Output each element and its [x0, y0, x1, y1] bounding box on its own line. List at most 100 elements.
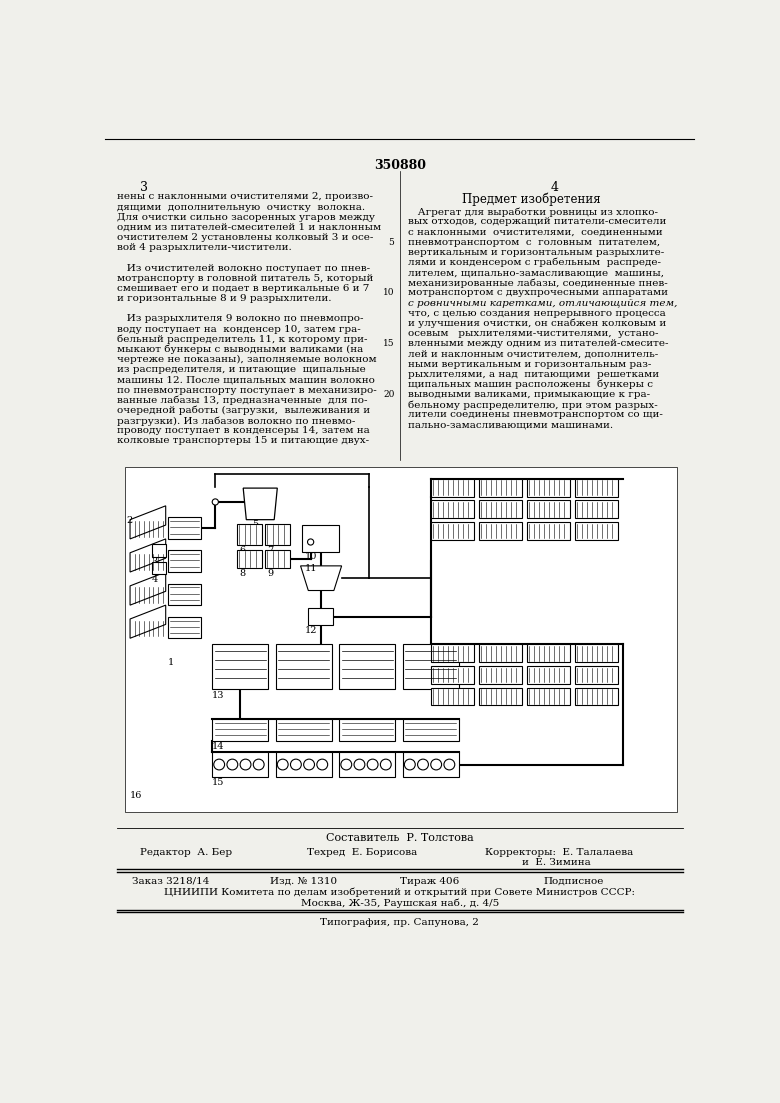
Text: 3: 3 [140, 181, 148, 194]
Circle shape [254, 759, 264, 770]
Circle shape [317, 759, 328, 770]
Text: Для очистки сильно засоренных угаров между: Для очистки сильно засоренных угаров меж… [117, 213, 375, 222]
Bar [575, 501, 619, 518]
Circle shape [240, 759, 251, 770]
Text: мотранспорту в головной питатель 5, который: мотранспорту в головной питатель 5, кото… [117, 274, 374, 282]
Bar [237, 524, 262, 545]
Text: 15: 15 [383, 340, 395, 349]
Text: колковые транспортеры 15 и питающие двух-: колковые транспортеры 15 и питающие двух… [117, 437, 369, 446]
Text: мотранспортом с двухпрочесными аппаратами: мотранспортом с двухпрочесными аппаратам… [407, 288, 668, 298]
Text: лями и конденсером с грабельным  распреде-: лями и конденсером с грабельным распреде… [407, 258, 661, 267]
Text: 15: 15 [212, 779, 225, 788]
Text: 1: 1 [168, 657, 174, 666]
Text: механизированные лабазы, соединенные пнев-: механизированные лабазы, соединенные пне… [407, 278, 667, 288]
Text: 16: 16 [130, 791, 143, 800]
Bar [526, 522, 570, 539]
Bar [479, 687, 522, 705]
Text: очередной работы (загрузки,  вылеживания и: очередной работы (загрузки, вылеживания … [117, 406, 370, 416]
Bar [212, 644, 268, 689]
Bar [276, 644, 332, 689]
Polygon shape [130, 539, 165, 572]
Text: бельному распределителю, при этом разрых-: бельному распределителю, при этом разрых… [407, 400, 658, 409]
Bar [431, 522, 474, 539]
Bar [168, 617, 200, 639]
Text: бельный распределитель 11, к которому при-: бельный распределитель 11, к которому пр… [117, 334, 367, 344]
Text: чертеже не показаны), заполняемые волокном: чертеже не показаны), заполняемые волокн… [117, 355, 377, 364]
Text: ными вертикальным и горизонтальным раз-: ными вертикальным и горизонтальным раз- [407, 360, 651, 368]
Text: пневмотранспортом  с  головным  питателем,: пневмотранспортом с головным питателем, [407, 237, 660, 247]
Circle shape [404, 759, 415, 770]
Bar [308, 608, 333, 625]
Text: 9: 9 [268, 569, 273, 578]
Bar [212, 719, 268, 740]
Text: с ровничными каретками, отличающийся тем,: с ровничными каретками, отличающийся тем… [407, 299, 677, 308]
Text: Из разрыхлителя 9 волокно по пневмопро-: Из разрыхлителя 9 волокно по пневмопро- [117, 314, 363, 323]
Circle shape [341, 759, 352, 770]
Text: 10: 10 [383, 288, 395, 298]
Text: из распределителя, и питающие  щипальные: из распределителя, и питающие щипальные [117, 365, 366, 374]
Bar [479, 479, 522, 496]
Bar [152, 563, 165, 575]
Text: 3: 3 [152, 557, 158, 567]
Text: щипальных машин расположены  бункеры с: щипальных машин расположены бункеры с [407, 379, 653, 389]
Text: смешивает его и подает в вертикальные 6 и 7: смешивает его и подает в вертикальные 6 … [117, 283, 369, 293]
Text: 12: 12 [305, 625, 317, 635]
Bar [168, 517, 200, 539]
Bar [152, 544, 165, 557]
Circle shape [303, 759, 314, 770]
Bar [431, 501, 474, 518]
Text: 4: 4 [152, 575, 158, 585]
Circle shape [431, 759, 441, 770]
Text: 5: 5 [388, 237, 395, 247]
Text: лей и наклонным очистителем, дополнитель-: лей и наклонным очистителем, дополнитель… [407, 350, 658, 358]
Bar [265, 549, 289, 568]
Polygon shape [130, 506, 165, 539]
Text: Тираж 406: Тираж 406 [399, 877, 459, 886]
Circle shape [367, 759, 378, 770]
Circle shape [278, 759, 288, 770]
Text: вых отходов, содержащий питатели-смесители: вых отходов, содержащий питатели-смесите… [407, 217, 666, 226]
Text: Подписное: Подписное [543, 877, 604, 886]
Bar [402, 719, 459, 740]
Circle shape [214, 759, 225, 770]
Circle shape [417, 759, 428, 770]
Bar [402, 752, 459, 777]
Text: и  Е. Зимина: и Е. Зимина [522, 858, 591, 867]
Text: Составитель  Р. Толстова: Составитель Р. Толстова [326, 833, 473, 843]
Text: 20: 20 [383, 390, 395, 399]
Text: 4: 4 [551, 181, 558, 194]
Bar [168, 550, 200, 572]
Text: воду поступает на  конденсер 10, затем гра-: воду поступает на конденсер 10, затем гр… [117, 324, 360, 333]
Text: разгрузки). Из лабазов волокно по пневмо-: разгрузки). Из лабазов волокно по пневмо… [117, 416, 355, 426]
Text: выводными валиками, примыкающие к гра-: выводными валиками, примыкающие к гра- [407, 390, 650, 399]
Text: 13: 13 [212, 692, 225, 700]
Bar [526, 666, 570, 684]
Text: с наклонными  очистителями,  соединенными: с наклонными очистителями, соединенными [407, 227, 662, 236]
Text: дящими  дополнительную  очистку  волокна.: дящими дополнительную очистку волокна. [117, 203, 365, 212]
Bar [339, 719, 395, 740]
Bar [276, 752, 332, 777]
Bar [526, 479, 570, 496]
Bar [479, 666, 522, 684]
Text: машины 12. После щипальных машин волокно: машины 12. После щипальных машин волокно [117, 375, 374, 384]
Circle shape [290, 759, 301, 770]
Text: Заказ 3218/14: Заказ 3218/14 [133, 877, 210, 886]
Circle shape [444, 759, 455, 770]
Bar [265, 524, 289, 545]
Bar [339, 752, 395, 777]
Text: Техред  Е. Борисова: Техред Е. Борисова [307, 848, 417, 857]
Circle shape [307, 539, 314, 545]
Text: 6: 6 [239, 546, 246, 555]
Text: 10: 10 [304, 552, 317, 561]
Bar [479, 644, 522, 662]
Bar [431, 479, 474, 496]
Text: 8: 8 [239, 569, 246, 578]
Bar [402, 644, 459, 689]
Text: пально-замасливающими машинами.: пально-замасливающими машинами. [407, 420, 612, 429]
Text: одним из питателей-смесителей 1 и наклонным: одним из питателей-смесителей 1 и наклон… [117, 223, 381, 232]
Text: по пневмотранспорту поступает в механизиро-: по пневмотранспорту поступает в механизи… [117, 386, 377, 395]
Polygon shape [300, 566, 342, 590]
Text: Из очистителей волокно поступает по пнев-: Из очистителей волокно поступает по пнев… [117, 264, 370, 272]
Bar [237, 549, 262, 568]
Text: и горизонтальные 8 и 9 разрыхлители.: и горизонтальные 8 и 9 разрыхлители. [117, 295, 332, 303]
